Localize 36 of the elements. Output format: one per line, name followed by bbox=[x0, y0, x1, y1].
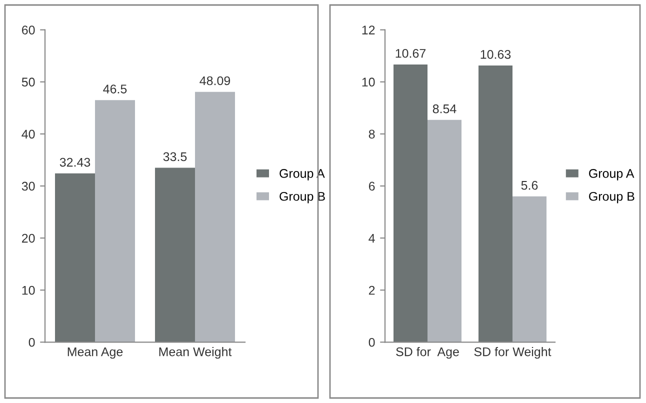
bar bbox=[95, 100, 135, 342]
data-label: 10.67 bbox=[396, 48, 426, 58]
data-label: 48.09 bbox=[200, 76, 230, 86]
legend-label: Group B bbox=[589, 192, 634, 204]
y-tick-label: 12 bbox=[362, 26, 375, 34]
y-tick-label: 0 bbox=[28, 338, 35, 347]
y-tick-label: 4 bbox=[368, 234, 375, 243]
y-tick-label: 30 bbox=[22, 182, 35, 191]
y-tick-label: 2 bbox=[368, 286, 375, 295]
y-tick-label: 10 bbox=[362, 78, 375, 87]
x-tick-label: Mean Weight bbox=[159, 347, 232, 359]
y-tick-label: 40 bbox=[22, 130, 35, 139]
bar bbox=[155, 168, 195, 342]
bar bbox=[394, 64, 428, 342]
bar bbox=[55, 173, 95, 342]
legend-label: Group A bbox=[589, 169, 634, 180]
bar bbox=[428, 120, 462, 342]
y-tick-label: 10 bbox=[22, 286, 35, 295]
data-label: 46.5 bbox=[103, 84, 127, 94]
y-tick-label: 60 bbox=[22, 26, 35, 34]
data-label: 32.43 bbox=[60, 158, 90, 167]
data-label: 10.63 bbox=[480, 50, 511, 59]
y-tick-label: 6 bbox=[368, 182, 375, 191]
bar bbox=[195, 92, 235, 342]
y-tick-label: 20 bbox=[22, 234, 35, 243]
data-label: 5.6 bbox=[521, 180, 538, 190]
y-tick-label: 50 bbox=[22, 78, 35, 87]
data-label: 8.54 bbox=[432, 104, 456, 114]
bar bbox=[478, 65, 512, 342]
x-tick-label: SD for Weight bbox=[474, 347, 552, 359]
bar bbox=[512, 196, 546, 342]
x-tick-label: SD for Age bbox=[396, 347, 459, 359]
data-label: 33.5 bbox=[163, 152, 187, 162]
y-tick-label: 0 bbox=[368, 338, 375, 347]
y-tick-label: 8 bbox=[368, 130, 375, 139]
x-tick-label: Mean Age bbox=[68, 347, 123, 359]
